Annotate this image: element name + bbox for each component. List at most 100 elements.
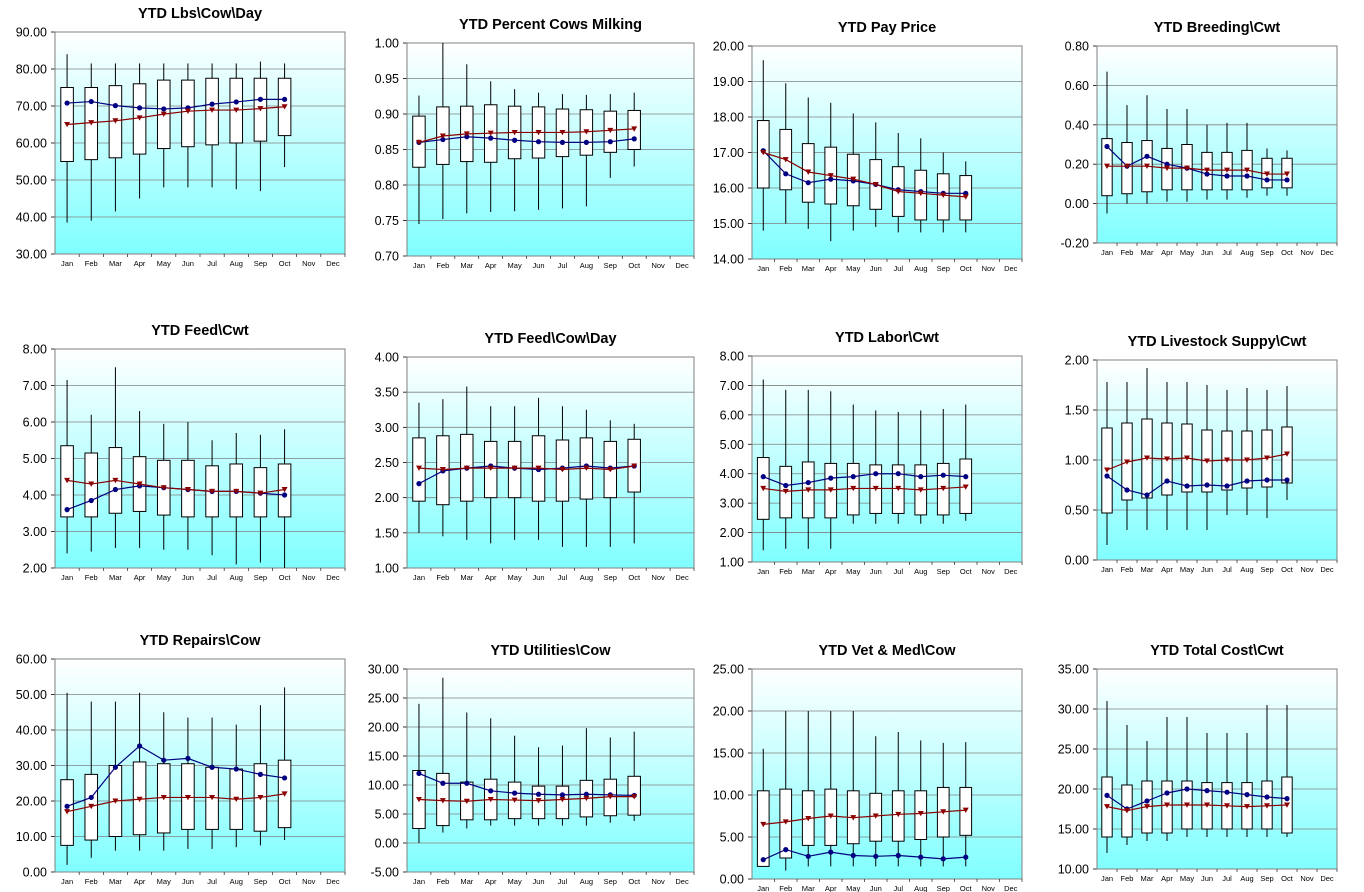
x-tick-label: Nov: [1300, 874, 1314, 883]
series-1-point: [1104, 792, 1110, 799]
x-tick-label: Jan: [757, 264, 769, 273]
x-tick-label: Oct: [1281, 874, 1294, 883]
series-1-point: [535, 791, 542, 797]
y-tick-label: 19.00: [713, 75, 744, 89]
x-tick-label: Jul: [1222, 874, 1232, 883]
series-1-point: [607, 139, 613, 145]
x-tick-label: Jan: [413, 573, 425, 582]
series-2-point: [1104, 163, 1110, 169]
y-tick-label: 0.95: [375, 72, 399, 86]
y-tick-label: 90.00: [16, 26, 47, 40]
series-2-line: [66, 793, 285, 813]
x-tick-label: Aug: [580, 261, 593, 270]
series-2-point: [805, 487, 812, 493]
series-1-point: [873, 853, 879, 859]
series-1-point: [112, 103, 119, 109]
y-tick-label: 70.00: [16, 100, 47, 114]
series-1-point: [464, 134, 470, 140]
x-tick-label: Oct: [1281, 248, 1294, 257]
x-tick-label: Feb: [779, 567, 792, 576]
series-2-point: [112, 798, 119, 804]
y-tick-label: 80.00: [16, 63, 47, 77]
series-2-point: [112, 477, 119, 484]
series-2-point: [872, 181, 879, 188]
series-2-point: [559, 129, 566, 136]
x-tick-label: Dec: [326, 877, 340, 886]
series-2-point: [184, 108, 191, 114]
series-2-point: [184, 487, 191, 493]
series-1-point: [1264, 177, 1270, 183]
y-tick-label: 20.00: [16, 795, 47, 809]
series-1-point: [828, 849, 834, 855]
x-tick-label: May: [508, 877, 522, 886]
x-tick-label: Dec: [1004, 884, 1018, 892]
series-2-point: [1104, 804, 1110, 810]
series-1-point: [783, 171, 789, 177]
series-2-point: [631, 126, 638, 132]
x-tick-label: Oct: [279, 877, 292, 886]
series-1-point: [963, 854, 969, 860]
x-tick-label: Nov: [982, 264, 996, 273]
x-tick-label: Sep: [937, 567, 950, 576]
series-2-point: [136, 796, 143, 803]
x-tick-label: Oct: [628, 877, 641, 886]
series-2-point: [64, 122, 71, 128]
series-2-point: [112, 118, 119, 124]
series-1-line: [1106, 788, 1288, 810]
y-tick-label: 30.00: [368, 663, 399, 677]
y-tick-label: 3.50: [375, 386, 399, 400]
chart-title: YTD Utilities\Cow: [490, 643, 611, 659]
series-1-point: [488, 788, 494, 794]
series-1-point: [1104, 143, 1110, 150]
x-tick-label: May: [157, 877, 171, 886]
y-tick-label: 6.00: [720, 408, 744, 422]
series-1-point: [783, 482, 789, 489]
y-tick-label: 50.00: [16, 688, 47, 702]
x-tick-label: Jul: [207, 259, 217, 268]
x-tick-label: Mar: [802, 567, 815, 576]
series-1-point: [161, 106, 167, 112]
series-1-point: [940, 472, 946, 478]
x-tick-label: Dec: [1320, 874, 1334, 883]
y-tick-label: 4.00: [375, 351, 399, 365]
series-2-point: [511, 129, 518, 136]
y-tick-label: 16.00: [713, 182, 744, 196]
x-tick-label: Aug: [230, 259, 243, 268]
series-1-point: [257, 96, 264, 102]
series-1-point: [88, 98, 94, 105]
x-tick-label: Nov: [982, 567, 996, 576]
series-1-point: [918, 474, 924, 480]
series-2-line: [1106, 804, 1288, 812]
series-2-line: [1107, 165, 1287, 175]
y-tick-label: 0.00: [720, 873, 744, 887]
series-2-point: [463, 465, 470, 471]
y-tick-label: 0.40: [1065, 118, 1089, 132]
series-1-point: [1244, 792, 1250, 798]
x-tick-label: Jan: [61, 573, 73, 582]
y-tick-label: 2.00: [1065, 354, 1089, 368]
y-tick-label: 50.00: [16, 174, 47, 188]
series-2-point: [872, 813, 879, 819]
series-2-point: [760, 485, 767, 492]
x-tick-label: Mar: [1141, 248, 1154, 257]
x-tick-label: Oct: [279, 259, 292, 268]
series-2-point: [1244, 167, 1250, 173]
y-tick-label: 6.00: [23, 416, 47, 430]
series-1-point: [828, 176, 834, 182]
x-tick-label: Jul: [893, 884, 903, 892]
x-tick-label: Aug: [230, 877, 243, 886]
x-tick-label: Jul: [893, 567, 903, 576]
y-tick-label: 5.00: [720, 438, 744, 452]
series-1-point: [850, 474, 856, 480]
y-tick-label: 0.00: [1065, 197, 1089, 211]
series-1-point: [281, 492, 288, 498]
chart-ytd-labor-cwt: 1.00 2.00 3.00 4.00 5.00 6.00 7.00 8.00 Jan Feb Ma…: [720, 330, 1023, 576]
x-tick-label: Nov: [1300, 565, 1314, 574]
x-tick-label: Apr: [134, 877, 146, 886]
series-1-point: [940, 856, 946, 862]
x-tick-label: Aug: [914, 567, 927, 576]
series-2-point: [895, 811, 902, 818]
series-1-point: [1264, 477, 1270, 483]
series-2-point: [583, 129, 590, 135]
series-1-point: [88, 497, 94, 504]
